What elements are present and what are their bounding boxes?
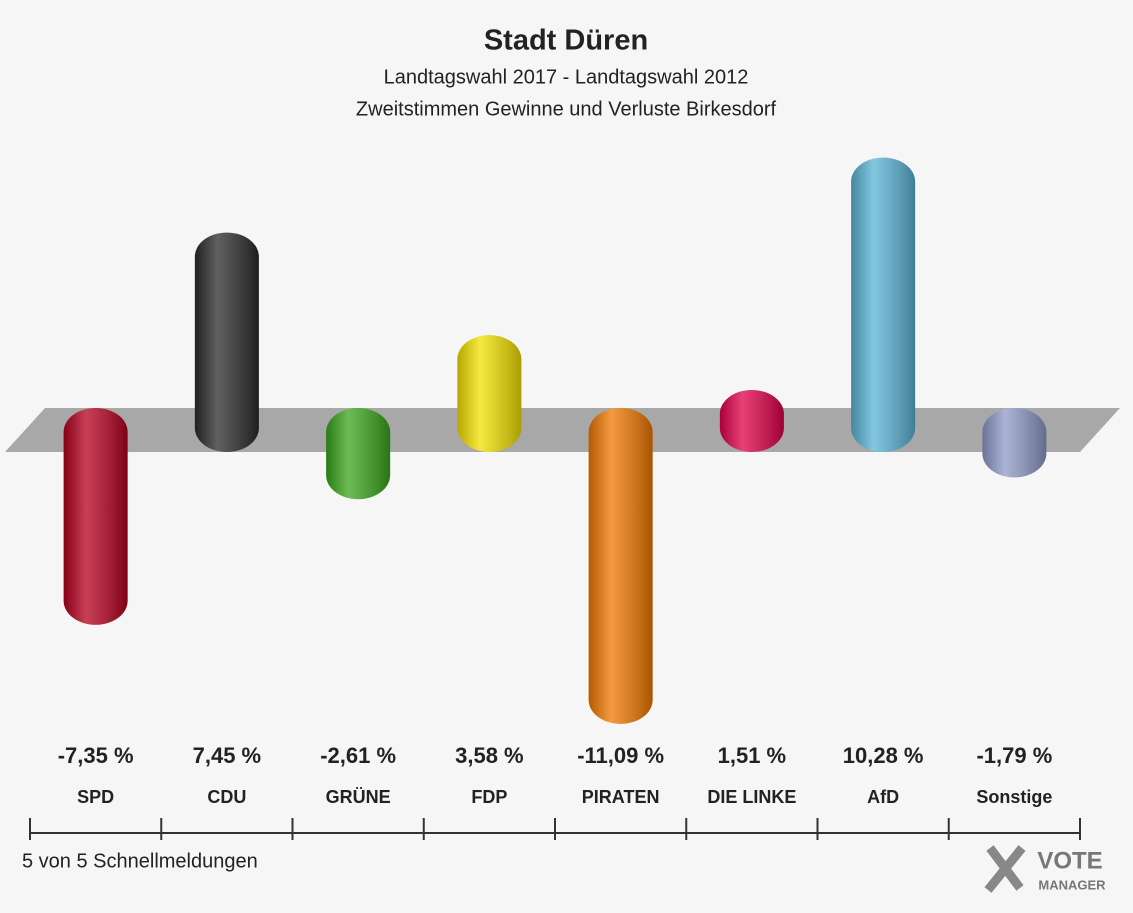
- logo-text: MANAGER: [1038, 877, 1106, 892]
- x-tick-label: PIRATEN: [582, 787, 660, 807]
- x-tick-label: Sonstige: [976, 787, 1052, 807]
- logo-text: VOTE: [1037, 847, 1102, 874]
- bar-shade: [63, 408, 128, 625]
- logo-mark: [984, 845, 1026, 893]
- value-label: 10,28 %: [843, 743, 924, 768]
- bar-shade: [851, 157, 916, 452]
- value-label: -1,79 %: [976, 743, 1052, 768]
- x-tick-label: SPD: [77, 787, 114, 807]
- value-label: 1,51 %: [718, 743, 787, 768]
- bar-shade: [194, 232, 259, 452]
- value-label: -2,61 %: [320, 743, 396, 768]
- x-tick-label: FDP: [471, 787, 507, 807]
- chart-subtitle: Zweitstimmen Gewinne und Verluste Birkes…: [356, 98, 777, 120]
- chart-title: Stadt Düren: [484, 25, 648, 57]
- value-label: 7,45 %: [193, 743, 262, 768]
- x-tick-label: GRÜNE: [326, 787, 391, 807]
- bar-shade: [719, 389, 784, 452]
- bar-shade: [982, 408, 1047, 478]
- bar-shade: [588, 408, 653, 724]
- zero-band: [5, 408, 1120, 452]
- x-tick-label: CDU: [207, 787, 246, 807]
- value-label: -11,09 %: [577, 743, 664, 768]
- value-label: -7,35 %: [58, 743, 134, 768]
- bar-shade: [326, 408, 391, 500]
- x-tick-label: DIE LINKE: [707, 787, 796, 807]
- footnote: 5 von 5 Schnellmeldungen: [22, 850, 258, 872]
- chart-subtitle: Landtagswahl 2017 - Landtagswahl 2012: [384, 66, 749, 88]
- value-label: 3,58 %: [455, 743, 524, 768]
- bar-shade: [457, 335, 522, 452]
- x-tick-label: AfD: [867, 787, 899, 807]
